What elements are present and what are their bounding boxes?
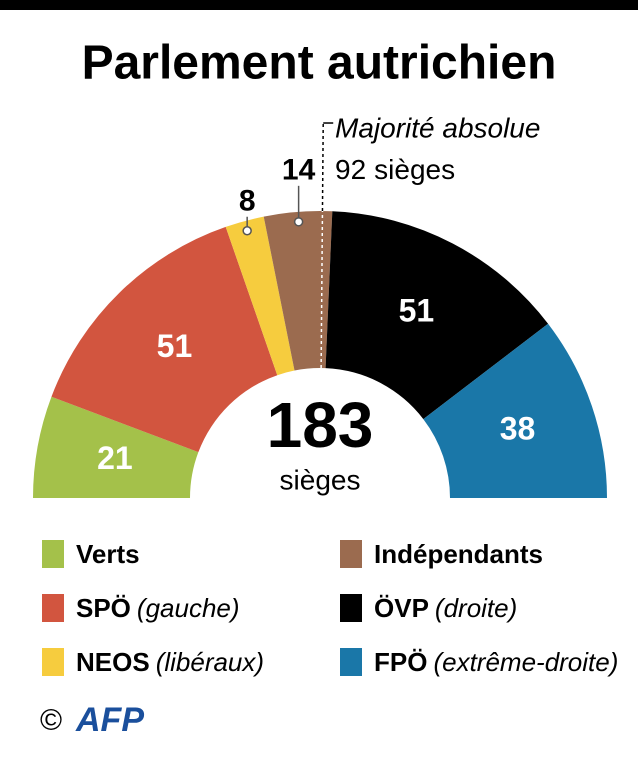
legend-text: Indépendants xyxy=(374,538,543,570)
legend-entry: Indépendants xyxy=(340,538,630,570)
majority-text: 92 sièges xyxy=(335,154,455,185)
segment xyxy=(225,216,295,376)
legend-swatch xyxy=(42,594,64,622)
segment xyxy=(51,226,278,453)
legend-note: (gauche) xyxy=(136,593,240,623)
legend-entry: ÖVP (droite) xyxy=(340,592,630,624)
legend-swatch xyxy=(340,648,362,676)
legend-text: FPÖ (extrême-droite) xyxy=(374,646,618,678)
majority-label: Majorité absolue xyxy=(335,112,540,143)
value-label: 51 xyxy=(157,328,193,364)
legend-text: ÖVP (droite) xyxy=(374,592,517,624)
legend-name: Verts xyxy=(76,539,140,569)
legend-swatch xyxy=(340,540,362,568)
segment xyxy=(325,211,549,420)
leader-dot xyxy=(293,217,304,227)
legend-text: Verts xyxy=(76,538,140,570)
legend-entry: SPÖ (gauche) xyxy=(42,592,332,624)
segment xyxy=(423,323,607,498)
copyright: © xyxy=(40,704,62,737)
legend-name: ÖVP xyxy=(374,593,429,623)
chart-title: Parlement autrichien xyxy=(82,37,557,90)
value-label: 14 xyxy=(282,154,316,187)
legend-name: Indépendants xyxy=(374,539,544,569)
total-unit: sièges xyxy=(280,464,361,495)
legend-note: (droite) xyxy=(434,593,518,623)
value-label: 38 xyxy=(500,411,536,447)
legend-entry: Verts xyxy=(42,538,332,570)
segment xyxy=(263,210,333,371)
value-label: 21 xyxy=(97,440,133,476)
leader-dot xyxy=(242,225,252,236)
legend-name: FPÖ xyxy=(374,647,428,677)
value-label: 8 xyxy=(239,185,256,218)
legend-swatch xyxy=(42,540,64,568)
source-logo: AFP xyxy=(75,701,144,739)
legend-swatch xyxy=(42,648,64,676)
legend-text: NEOS (libéraux) xyxy=(76,646,264,678)
legend-note: (extrême-droite) xyxy=(433,647,619,677)
majority-unit: sièges xyxy=(374,154,455,185)
top-bar xyxy=(0,0,638,10)
legend-name: SPÖ xyxy=(76,593,131,623)
majority-value: 92 xyxy=(335,154,366,185)
value-label: 51 xyxy=(399,293,435,329)
legend-name: NEOS xyxy=(76,647,150,677)
legend-entry: NEOS (libéraux) xyxy=(42,646,332,678)
majority-line xyxy=(320,123,324,369)
legend-swatch xyxy=(340,594,362,622)
legend-entry: FPÖ (extrême-droite) xyxy=(340,646,630,678)
majority-line-out xyxy=(321,123,324,212)
legend-note: (libéraux) xyxy=(155,647,265,677)
legend-text: SPÖ (gauche) xyxy=(76,592,240,624)
total: 183 xyxy=(267,389,374,461)
segment xyxy=(33,396,199,498)
